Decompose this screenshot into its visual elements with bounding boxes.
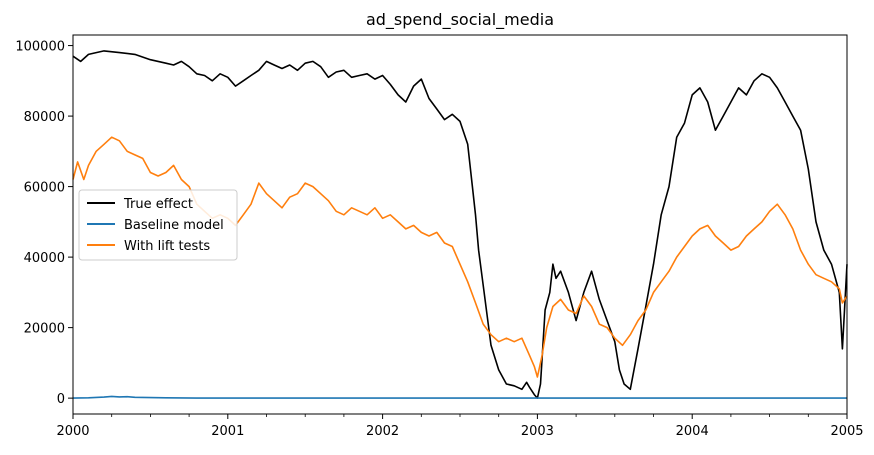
x-tick-label: 2000: [56, 424, 89, 439]
y-tick-label: 60000: [24, 181, 65, 196]
y-tick-label: 100000: [15, 40, 65, 55]
x-tick-label: 2004: [676, 424, 709, 439]
x-tick-label: 2005: [830, 424, 863, 439]
y-tick-label: 20000: [24, 322, 65, 337]
y-axis: 0 20000 40000 60000 80000 100000: [15, 40, 73, 407]
x-tick-label: 2003: [521, 424, 554, 439]
series-line-0: [72, 50, 848, 399]
chart-title: ad_spend_social_media: [366, 10, 554, 30]
legend-label: True effect: [123, 197, 193, 212]
legend: True effect Baseline model With lift tests: [78, 189, 238, 261]
legend-label: With lift tests: [124, 239, 210, 254]
legend-label: Baseline model: [124, 218, 224, 233]
x-tick-label: 2002: [366, 424, 399, 439]
x-tick-label: 2001: [211, 424, 244, 439]
y-tick-label: 40000: [24, 251, 65, 266]
y-tick-label: 80000: [24, 110, 65, 125]
y-tick-label: 0: [57, 392, 65, 407]
x-axis: 2000 2001 2002 2003 2004 2005: [56, 414, 864, 439]
series-line-1: [72, 395, 847, 399]
legend-box: [78, 189, 238, 261]
